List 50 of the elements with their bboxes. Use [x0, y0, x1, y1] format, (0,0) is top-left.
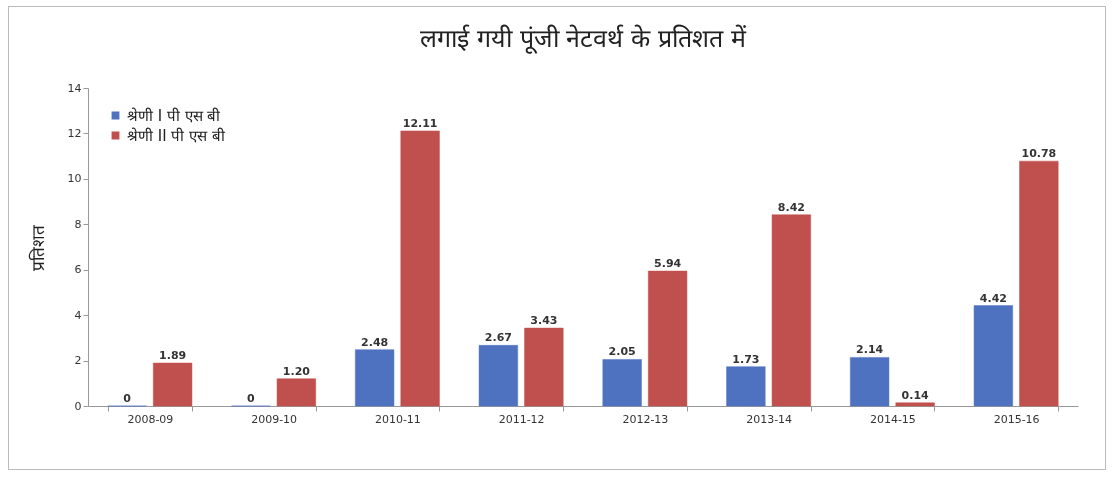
data-label: 2.67 [484, 331, 512, 345]
chart-title: लगाई गयी पूंजी नेटवर्थ के प्रतिशत में [419, 24, 748, 54]
bar [478, 345, 518, 407]
bar [602, 359, 642, 407]
y-tick-label: 8 [74, 217, 82, 231]
bar [276, 378, 316, 407]
data-label: 1.89 [159, 349, 187, 363]
x-tick-label: 2013-14 [746, 412, 793, 426]
data-label: 10.78 [1021, 147, 1057, 161]
x-tick-label: 2012-13 [622, 412, 669, 426]
bar [771, 214, 811, 407]
y-tick-label: 0 [74, 399, 82, 413]
x-tick-label: 2009-10 [251, 412, 298, 426]
bar [850, 357, 890, 407]
data-label: 0 [247, 392, 256, 405]
y-axis-title: प्रतिशत [27, 224, 48, 271]
bar [400, 130, 440, 407]
x-tick-label: 2015-16 [993, 412, 1040, 426]
x-tick-label: 2010-11 [374, 412, 421, 426]
legend-label: श्रेणी II पी एस बी [127, 126, 226, 145]
data-label: 0 [123, 392, 132, 405]
bar [895, 402, 935, 407]
bar [726, 366, 766, 407]
x-tick-label: 2008-09 [127, 412, 174, 426]
x-tick-label: 2011-12 [498, 412, 545, 426]
data-label: 1.73 [732, 352, 760, 366]
bar [648, 270, 688, 407]
bar [153, 362, 193, 407]
data-label: 3.43 [530, 314, 558, 328]
bar [1019, 160, 1059, 407]
data-label: 2.05 [608, 345, 636, 359]
bar [973, 305, 1013, 407]
bar [524, 327, 564, 407]
data-label: 4.42 [979, 291, 1007, 305]
y-tick-label: 2 [74, 354, 82, 368]
data-label: 0.14 [901, 388, 930, 402]
y-tick-label: 4 [74, 308, 82, 322]
x-tick-label: 2014-15 [869, 412, 916, 426]
data-label: 2.48 [361, 335, 389, 349]
y-tick-label: 6 [74, 263, 82, 277]
bar [355, 349, 395, 407]
data-label: 1.20 [282, 364, 311, 378]
data-label: 8.42 [777, 200, 805, 214]
y-tick-label: 14 [67, 81, 82, 95]
y-tick-label: 12 [67, 126, 82, 140]
legend-label: श्रेणी I पी एस बी [127, 106, 222, 125]
data-label: 5.94 [654, 257, 682, 271]
data-label: 2.14 [856, 343, 884, 357]
y-tick-label: 10 [67, 172, 82, 186]
data-label: 12.11 [402, 116, 438, 130]
